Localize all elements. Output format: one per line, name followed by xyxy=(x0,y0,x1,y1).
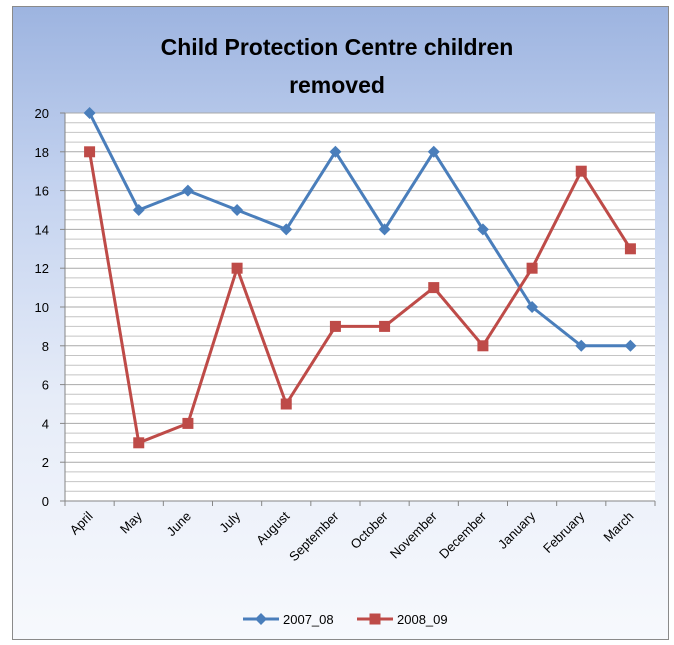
x-tick-label: September xyxy=(286,508,342,564)
data-point-2008_09 xyxy=(329,320,341,332)
data-point-2008_09 xyxy=(133,437,145,449)
grid-lines xyxy=(65,112,655,502)
x-tick-label: March xyxy=(600,509,636,545)
data-point-2007_08 xyxy=(231,204,244,216)
x-tick-label: January xyxy=(495,508,539,552)
data-point-2008_09 xyxy=(624,243,636,255)
x-tick-label: December xyxy=(436,508,489,561)
data-point-2008_09 xyxy=(182,417,194,429)
y-tick-label: 4 xyxy=(42,416,49,431)
y-tick-label: 18 xyxy=(35,145,49,160)
data-point-2007_08 xyxy=(329,145,342,158)
x-tick-label: October xyxy=(347,508,391,552)
data-point-2007_08 xyxy=(83,107,96,119)
x-tick-label: August xyxy=(253,508,292,547)
x-tick-label: November xyxy=(387,508,440,561)
x-tick-label: February xyxy=(540,508,588,556)
chart-title-line-1: Child Protection Centre children xyxy=(161,34,514,60)
y-tick-label: 6 xyxy=(42,378,49,393)
data-point-2007_08 xyxy=(575,339,588,352)
data-point-2007_08 xyxy=(378,223,391,236)
data-point-2007_08 xyxy=(476,223,489,236)
data-point-2008_09 xyxy=(280,398,292,410)
data-point-2008_09 xyxy=(428,282,440,294)
series-line-2008_09 xyxy=(88,151,632,445)
data-point-2008_09 xyxy=(231,262,243,274)
y-tick-label: 10 xyxy=(35,300,49,315)
data-point-2007_08 xyxy=(624,339,637,352)
legend-label-2008_09: 2008_09 xyxy=(397,612,448,627)
y-tick-label: 2 xyxy=(42,455,49,470)
data-point-2008_09 xyxy=(379,320,391,332)
data-point-2007_08 xyxy=(526,301,539,313)
legend-label-2007_08: 2007_08 xyxy=(283,612,334,627)
data-point-2007_08 xyxy=(132,204,145,216)
y-tick-label: 8 xyxy=(42,339,49,354)
x-tick-label: June xyxy=(163,509,194,540)
x-tick-label: July xyxy=(216,508,243,535)
y-tick-label: 0 xyxy=(42,494,49,509)
x-tick-label: May xyxy=(117,508,145,536)
x-tick-label: April xyxy=(67,508,96,537)
data-point-2008_09 xyxy=(477,340,489,352)
legend: 2007_08 2008_09 xyxy=(243,612,448,627)
data-point-2008_09 xyxy=(575,165,587,177)
y-tick-label: 16 xyxy=(35,184,49,199)
chart-title-line-2: removed xyxy=(289,72,385,98)
data-point-2007_08 xyxy=(280,223,293,236)
series-layer xyxy=(83,107,637,449)
legend-marker-2007_08 xyxy=(255,613,267,625)
y-tick-label: 14 xyxy=(35,222,49,237)
y-tick-label: 20 xyxy=(35,106,49,121)
data-point-2008_09 xyxy=(84,146,96,158)
y-tick-label: 12 xyxy=(35,261,49,276)
legend-marker-2008_09 xyxy=(369,613,381,625)
series-line-2007_08 xyxy=(88,112,631,348)
data-point-2007_08 xyxy=(427,145,440,158)
data-point-2008_09 xyxy=(526,262,538,274)
data-point-2007_08 xyxy=(181,184,194,197)
